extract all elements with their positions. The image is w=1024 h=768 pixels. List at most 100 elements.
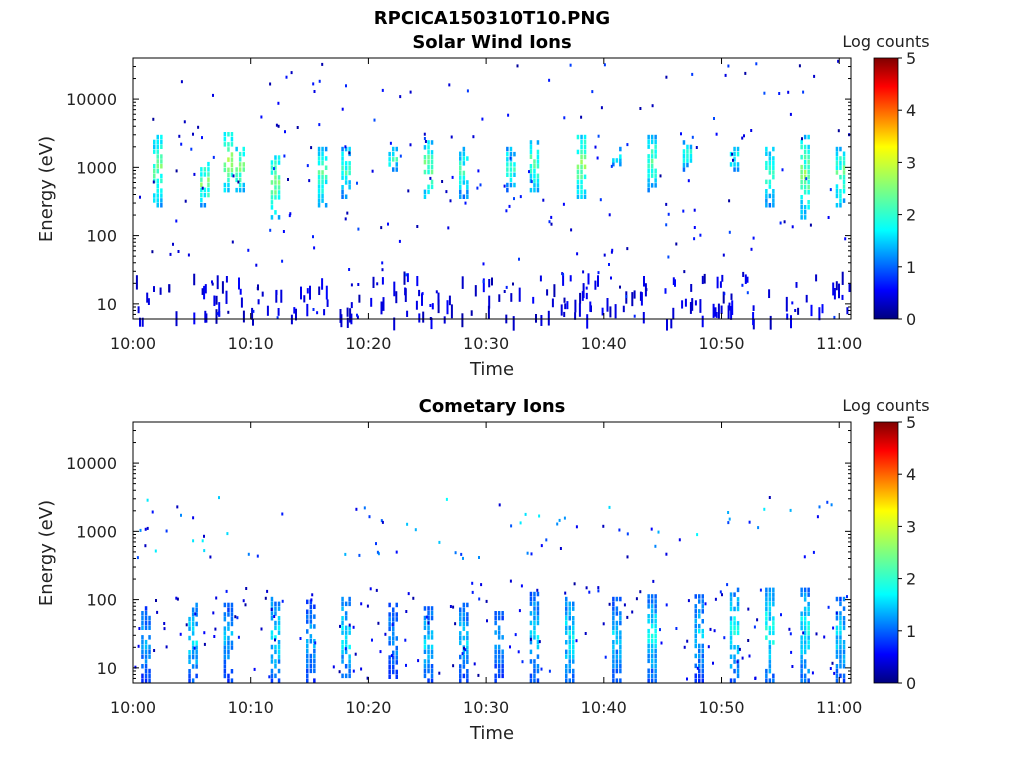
heatmap-cell [423, 132, 426, 136]
heatmap-cell [151, 510, 154, 514]
heatmap-cell [144, 659, 148, 664]
heatmap-cell [842, 616, 846, 621]
heatmap-cell [256, 287, 259, 290]
heatmap-cell [379, 650, 382, 654]
heatmap-cell [341, 156, 344, 161]
heatmap-cell [647, 144, 650, 149]
heatmap-cell [800, 645, 803, 650]
heatmap-cell [553, 284, 556, 298]
heatmap-cell [309, 619, 313, 624]
heatmap-cell [148, 625, 151, 630]
heatmap-cell [509, 182, 513, 188]
heatmap-cell [835, 654, 839, 659]
heatmap-cell [274, 649, 277, 655]
heatmap-cell [488, 279, 491, 288]
heatmap-cell [227, 607, 230, 612]
heatmap-cell [615, 668, 619, 674]
heatmap-cell [151, 250, 154, 254]
heatmap-cell [619, 146, 622, 152]
heatmap-cell [615, 158, 619, 163]
heatmap-cell [450, 304, 453, 319]
heatmap-cell [594, 280, 597, 290]
heatmap-cell [227, 157, 230, 162]
heatmap-cell [580, 174, 583, 180]
heatmap-cell [380, 301, 383, 315]
heatmap-cell [338, 670, 341, 674]
heatmap-cell [341, 601, 344, 607]
heatmap-cell [650, 614, 654, 619]
heatmap-cell [839, 620, 842, 626]
heatmap-cell [533, 183, 536, 188]
heatmap-cell [800, 649, 803, 655]
heatmap-cell [497, 673, 501, 679]
heatmap-cell [736, 645, 740, 650]
heatmap-cell [835, 281, 838, 291]
heatmap-cell [144, 620, 148, 626]
heatmap-cell [550, 222, 553, 226]
heatmap-cell [427, 140, 430, 145]
heatmap-cell [160, 188, 163, 193]
heatmap-cell [772, 189, 775, 194]
heatmap-cell [344, 170, 348, 176]
heatmap-cell [650, 168, 654, 174]
cometary-panel: Cometary Ions Energy (eV) Time Log count… [36, 396, 930, 744]
heatmap-cell [597, 586, 600, 590]
heatmap-cell [654, 673, 657, 678]
heatmap-cell [807, 159, 810, 165]
heatmap-cell [153, 144, 156, 149]
heatmap-cell [647, 594, 650, 599]
heatmap-cell [417, 659, 420, 663]
heatmap-cell [803, 673, 807, 679]
heatmap-cell [341, 620, 344, 626]
heatmap-cell [729, 151, 733, 157]
heatmap-cell [572, 625, 575, 631]
heatmap-cell [141, 654, 144, 659]
heatmap-cell [230, 167, 234, 173]
heatmap-cell [348, 596, 351, 602]
heatmap-cell [654, 638, 657, 644]
heatmap-cell [583, 144, 587, 150]
heatmap-cell [227, 132, 230, 137]
heatmap-cell [227, 182, 230, 188]
heatmap-cell [274, 638, 276, 642]
heatmap-cell [698, 663, 701, 669]
heatmap-cell [631, 610, 634, 614]
heatmap-cell [188, 616, 191, 622]
heatmap-cell [321, 179, 324, 185]
heatmap-cell [650, 134, 654, 140]
heatmap-cell [576, 252, 579, 256]
heatmap-cell [736, 606, 740, 612]
heatmap-cell [643, 276, 645, 287]
heatmap-cell [388, 621, 391, 627]
heatmap-cell [223, 631, 227, 636]
heatmap-cell [654, 594, 657, 599]
heatmap-cell [352, 625, 355, 629]
heatmap-cell [406, 273, 409, 283]
heatmap-cell [841, 294, 844, 300]
heatmap-cell [576, 179, 580, 185]
heatmap-cell [816, 515, 819, 519]
heatmap-cell [188, 654, 191, 660]
heatmap-cell [833, 315, 836, 319]
heatmap-cell [839, 160, 842, 166]
heatmap-cell [478, 556, 480, 559]
heatmap-cell [842, 151, 846, 156]
heatmap-cell [277, 616, 281, 621]
heatmap-cell [727, 64, 730, 68]
heatmap-cell [137, 644, 140, 648]
heatmap-cell [277, 101, 280, 105]
heatmap-cell [462, 616, 466, 622]
heatmap-cell [765, 151, 768, 156]
heatmap-cell [423, 194, 427, 199]
heatmap-cell [608, 602, 611, 606]
heatmap-cell [722, 291, 725, 304]
heatmap-cell [207, 172, 210, 177]
heatmap-cell [459, 678, 462, 683]
heatmap-cell [768, 606, 772, 612]
heatmap-cell [317, 193, 321, 199]
heatmap-cell [462, 151, 466, 157]
heatmap-cell [274, 664, 277, 669]
heatmap-cell [672, 277, 675, 286]
heatmap-cell [270, 678, 274, 683]
heatmap-cell [821, 304, 824, 314]
